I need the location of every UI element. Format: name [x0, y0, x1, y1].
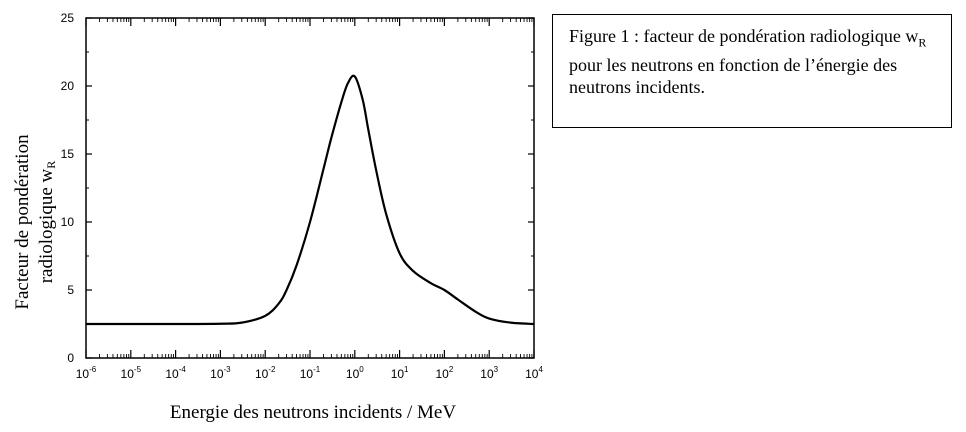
x-tick-label: 100	[346, 365, 364, 381]
x-tick-label: 101	[391, 365, 409, 381]
y-axis-title-subscript: R	[44, 161, 58, 169]
x-tick-label: 10-3	[210, 365, 231, 381]
y-tick-label: 15	[61, 147, 75, 161]
x-tick-label-base: 10	[391, 367, 405, 381]
x-tick-label: 10-1	[300, 365, 321, 381]
x-tick-label: 10-2	[255, 365, 276, 381]
y-tick-label: 20	[61, 79, 75, 93]
caption-subscript: R	[918, 35, 927, 50]
x-tick-label-exponent: 0	[359, 365, 364, 374]
chart-axes	[85, 17, 535, 359]
x-tick-label-base: 10	[480, 367, 494, 381]
y-tick-label: 0	[67, 351, 74, 365]
x-tick-label-base: 10	[346, 367, 360, 381]
series-line	[86, 74, 535, 326]
y-tick-label: 10	[61, 215, 75, 229]
x-tick-label-exponent: 3	[494, 365, 499, 374]
chart-series	[86, 74, 535, 326]
x-tick-label-exponent: 2	[449, 365, 454, 374]
x-tick-label-base: 10	[300, 367, 314, 381]
y-tick-label: 5	[67, 283, 74, 297]
caption-text-part2: pour les neutrons en fonction de l’énerg…	[569, 54, 898, 97]
x-tick-label-exponent: -6	[89, 365, 97, 374]
caption-text-part1: Figure 1 : facteur de pondération radiol…	[569, 26, 919, 46]
y-axis-title-line1: Facteur de pondération	[12, 134, 33, 310]
x-tick-label-base: 10	[435, 367, 449, 381]
y-axis-title-line2: radiologique wR	[36, 161, 58, 284]
x-tick-label-base: 10	[210, 367, 224, 381]
x-tick-label-exponent: -1	[313, 365, 321, 374]
x-tick-label-exponent: 4	[538, 365, 543, 374]
y-axis-title-main: radiologique w	[36, 168, 57, 283]
figure-caption: Figure 1 : facteur de pondération radiol…	[552, 14, 952, 128]
x-tick-label: 10-4	[165, 365, 186, 381]
x-tick-label-base: 10	[525, 367, 539, 381]
x-tick-label-base: 10	[121, 367, 135, 381]
y-axis-title: Facteur de pondération radiologique wR	[12, 134, 58, 310]
x-tick-label: 104	[525, 365, 543, 381]
x-tick-label-exponent: -5	[134, 365, 142, 374]
x-tick-label-exponent: -3	[224, 365, 232, 374]
x-tick-label-base: 10	[255, 367, 269, 381]
x-tick-label: 102	[435, 365, 453, 381]
y-tick-label: 25	[61, 11, 75, 25]
x-tick-label: 103	[480, 365, 498, 381]
x-axis-title: Energie des neutrons incidents / MeV	[170, 402, 456, 423]
x-tick-label-exponent: -4	[179, 365, 187, 374]
x-tick-label: 10-6	[76, 365, 97, 381]
x-tick-label-base: 10	[76, 367, 90, 381]
x-tick-label-base: 10	[165, 367, 179, 381]
x-tick-label: 10-5	[121, 365, 142, 381]
x-tick-label-exponent: -2	[268, 365, 276, 374]
x-tick-label-exponent: 1	[404, 365, 409, 374]
